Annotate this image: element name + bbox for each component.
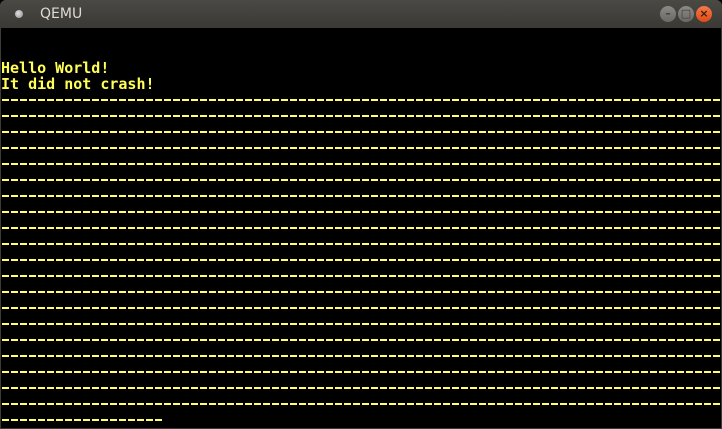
console-dash-row [1, 371, 721, 373]
console-dash-row [1, 115, 721, 117]
console-dash-row [1, 275, 721, 277]
window-title: QEMU [40, 6, 83, 22]
console-dash-row [1, 147, 721, 149]
console-dash-row [1, 131, 721, 133]
console-dash-row [1, 179, 721, 181]
console-line-crash: It did not crash! [1, 75, 155, 93]
console-dash-row [1, 163, 721, 165]
console-dash-row [1, 307, 721, 309]
console-dash-row [1, 403, 721, 405]
console-dash-row [1, 419, 163, 421]
console-dash-row [1, 99, 721, 101]
console-dash-row [1, 211, 721, 213]
console-dash-row [1, 195, 721, 197]
console-line-hello: Hello World! [1, 59, 110, 77]
console-dash-row [1, 243, 721, 245]
console-dash-row [1, 291, 721, 293]
console-dash-row [1, 387, 721, 389]
maximize-button[interactable]: □ [678, 6, 694, 22]
minimize-button[interactable]: – [660, 6, 676, 22]
title-bar[interactable]: QEMU – □ × [0, 0, 722, 28]
console-dash-row [1, 339, 721, 341]
console-dash-row [1, 323, 721, 325]
app-icon [15, 10, 23, 18]
vm-display[interactable]: Hello World! It did not crash! [1, 28, 721, 428]
console-dash-row [1, 227, 721, 229]
console-dash-row [1, 259, 721, 261]
console-dash-row [1, 355, 721, 357]
close-button[interactable]: × [696, 6, 712, 22]
